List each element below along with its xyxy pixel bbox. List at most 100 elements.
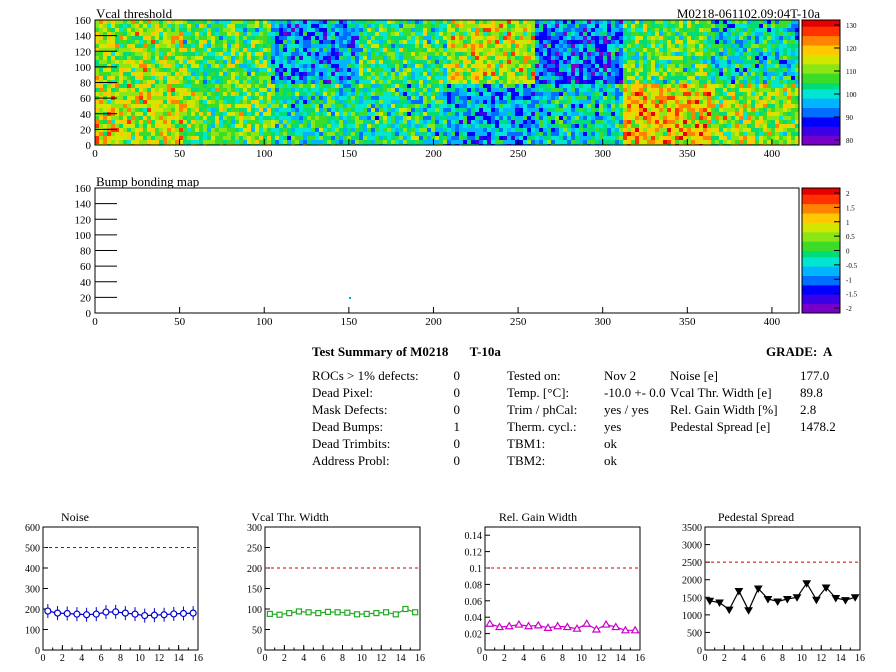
y-tick-label: 0 [477,646,482,657]
data-point [286,609,293,617]
y-tick-label: 100 [75,62,92,74]
y-tick-label: 0 [257,646,262,657]
data-point [295,608,303,615]
bump-bonding-map: Bump bonding map 0 50 100 150 200 250 300 350 40… [75,174,858,328]
y-tick-label: 400 [25,564,40,575]
data-point [131,610,139,618]
data-point [266,610,273,618]
x-tick-label: 400 [764,316,781,328]
y-tick-label: 100 [75,230,92,242]
y-tick-label: 0 [697,646,702,657]
data-point [591,624,601,633]
dead-bump-marker [349,297,351,299]
data-point [782,596,792,604]
data-point [572,623,582,632]
data-point [831,594,841,603]
y-tick-label: 0.12 [465,548,483,559]
result-row: Pedestal Spread [e] 1478.2 [670,419,836,434]
chart-frame [704,526,861,651]
data-point [753,585,763,593]
x-tick-label: 150 [341,148,358,160]
x-tick-label: 12 [596,653,606,664]
x-tick-label: 8 [118,653,123,664]
x-tick-label: 16 [193,653,203,664]
y-tick-label: 140 [75,31,92,43]
defect-row: Dead Pixel: 0 [312,385,460,400]
x-tick-label: 200 [425,316,442,328]
y-tick-label: 500 [25,544,40,555]
x-tick-label: 300 [594,316,611,328]
x-tick-label: 12 [154,653,164,664]
data-point [63,609,71,618]
chart-title: Pedestal Spread [718,510,794,524]
defect-row: Dead Bumps: 1 [312,419,460,434]
y-tick-label: 300 [247,523,262,534]
x-tick-label: 8 [340,653,345,664]
data-point [363,610,370,618]
x-tick-label: 4 [301,653,306,664]
y-tick-label: 160 [75,183,92,195]
data-point [112,608,120,616]
y-tick-label: 20 [80,292,92,304]
x-tick-label: 2 [60,653,65,664]
x-tick-label: 6 [99,653,104,664]
data-point [73,610,81,618]
data-point [160,611,168,619]
map2-title: Bump bonding map [96,174,199,189]
x-tick-label: 250 [510,148,527,160]
data-point [744,607,753,615]
results-table: Noise [e] 177.0 Vcal Thr. Width [e] 89.8 R… [670,367,850,435]
result-row: Noise [e] 177.0 [670,368,830,383]
x-tick-label: 14 [836,653,846,664]
data-point [82,611,91,619]
y-tick-label: 2000 [682,576,702,587]
data-point [715,599,724,608]
data-point [812,596,821,605]
series-line [47,610,194,617]
data-point [334,609,341,616]
data-point [734,587,744,596]
y-tick-label: 60 [80,93,92,105]
y-tick-label: 40 [80,109,92,121]
chart-title: Vcal Thr. Width [251,510,328,524]
y-tick-label: 0.02 [465,630,483,641]
palette-label: -2 [846,305,852,313]
data-point [44,607,52,615]
y-tick-label: 3000 [682,541,702,552]
x-tick-label: 10 [357,653,367,664]
condition-row: Trim / phCal: yes / yes [507,402,649,417]
y-tick-label: 120 [75,214,92,226]
data-point [92,610,100,618]
data-point [705,597,715,606]
x-tick-label: 12 [376,653,386,664]
data-point [524,621,534,630]
y-tick-label: 140 [75,199,92,211]
data-point [382,609,390,616]
x-tick-label: 0 [263,653,268,664]
data-point [582,619,592,627]
x-tick-label: 10 [797,653,807,664]
condition-row: TBM1: ok [507,436,617,451]
chart-title: Rel. Gain Width [499,510,577,524]
data-point [611,622,621,631]
x-tick-label: 14 [396,653,406,664]
x-tick-label: 4 [521,653,526,664]
data-point [141,611,149,620]
data-point [485,619,495,627]
data-point [344,609,351,616]
data-point [392,611,399,618]
data-point [841,597,850,605]
x-tick-label: 2 [722,653,727,664]
palette-label: 130 [846,22,857,30]
data-point [601,619,611,628]
x-tick-label: 300 [594,148,611,160]
data-point [121,609,129,617]
data-point [504,621,514,630]
y-tick-label: 1500 [682,593,702,604]
y-tick-label: 100 [25,626,40,637]
module-id: M0218-061102.09:04T-10a [677,6,820,21]
palette-label: 1 [846,219,850,227]
x-tick-label: 14 [616,653,626,664]
data-point [315,609,322,617]
